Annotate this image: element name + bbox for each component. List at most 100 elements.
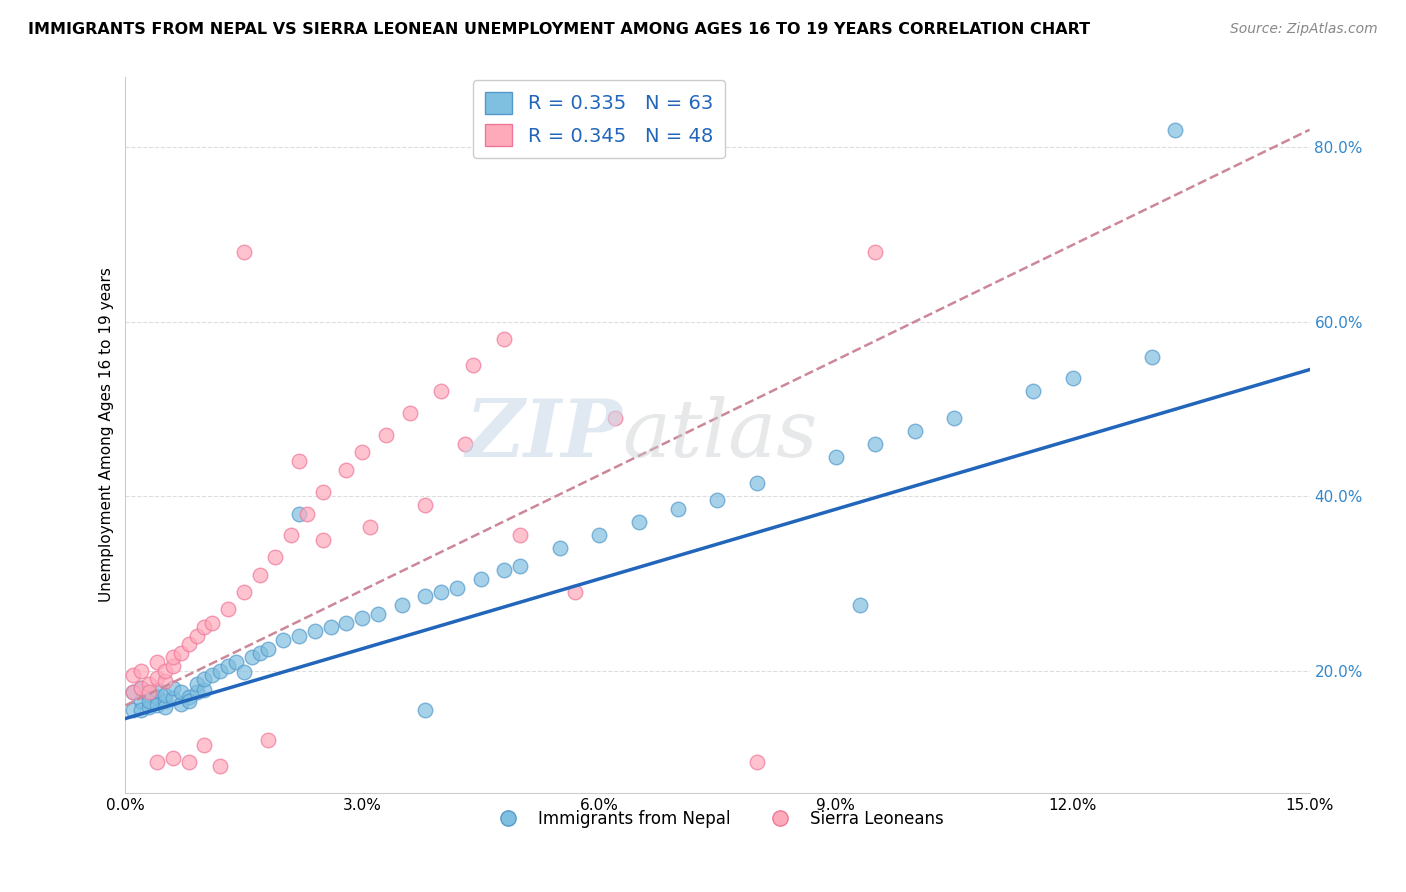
Point [217,602,239,616]
Point [865,244,887,259]
Point [288,629,311,643]
Text: atlas: atlas [623,396,818,474]
Point [352,611,374,625]
Point [304,624,326,639]
Point [398,406,420,420]
Point [494,563,516,577]
Point [122,685,145,699]
Point [193,738,215,752]
Point [240,650,263,665]
Text: Source: ZipAtlas.com: Source: ZipAtlas.com [1230,22,1378,37]
Point [138,694,160,708]
Point [177,637,200,651]
Point [201,668,224,682]
Point [162,751,184,765]
Point [256,733,278,747]
Point [146,690,169,704]
Point [391,598,413,612]
Text: IMMIGRANTS FROM NEPAL VS SIERRA LEONEAN UNEMPLOYMENT AMONG AGES 16 TO 19 YEARS C: IMMIGRANTS FROM NEPAL VS SIERRA LEONEAN … [28,22,1090,37]
Point [375,428,398,442]
Point [280,528,302,542]
Point [193,673,215,687]
Point [122,703,145,717]
Point [1022,384,1045,399]
Point [153,700,176,714]
Point [153,673,176,688]
Point [138,700,160,714]
Point [201,615,224,630]
Point [745,755,768,769]
Point [129,694,152,708]
Point [153,664,176,678]
Point [122,685,145,699]
Point [129,681,152,695]
Point [312,484,335,499]
Point [548,541,571,556]
Point [415,498,437,512]
Point [745,476,768,491]
Point [904,424,927,438]
Point [170,685,193,699]
Y-axis label: Unemployment Among Ages 16 to 19 years: Unemployment Among Ages 16 to 19 years [100,268,114,602]
Point [288,507,311,521]
Point [170,646,193,660]
Point [627,516,650,530]
Point [367,607,389,621]
Text: ZIP: ZIP [465,396,623,474]
Point [129,681,152,695]
Point [146,671,169,685]
Point [232,585,254,599]
Legend: Immigrants from Nepal, Sierra Leoneans: Immigrants from Nepal, Sierra Leoneans [485,803,950,834]
Point [177,690,200,704]
Point [162,691,184,706]
Point [264,550,287,565]
Point [603,410,626,425]
Point [138,676,160,690]
Point [295,507,318,521]
Point [162,650,184,665]
Point [249,567,271,582]
Point [177,755,200,769]
Point [186,676,208,690]
Point [494,332,516,346]
Point [138,685,160,699]
Point [288,454,311,468]
Point [146,655,169,669]
Point [193,682,215,697]
Point [162,681,184,695]
Point [146,755,169,769]
Point [312,533,335,547]
Point [273,633,295,648]
Point [666,502,689,516]
Point [177,694,200,708]
Point [186,685,208,699]
Point [335,615,357,630]
Point [209,664,232,678]
Point [122,668,145,682]
Point [129,703,152,717]
Point [415,590,437,604]
Point [430,585,453,599]
Point [454,436,477,450]
Point [162,659,184,673]
Point [249,646,271,660]
Point [1140,350,1163,364]
Point [138,688,160,702]
Point [943,410,966,425]
Point [509,558,531,573]
Point [825,450,848,464]
Point [256,641,278,656]
Point [217,659,239,673]
Point [153,688,176,702]
Point [430,384,453,399]
Point [588,528,610,542]
Point [225,655,247,669]
Point [865,436,887,450]
Point [146,682,169,697]
Point [848,598,870,612]
Point [359,519,381,533]
Point [209,759,232,773]
Point [415,703,437,717]
Point [129,664,152,678]
Point [706,493,728,508]
